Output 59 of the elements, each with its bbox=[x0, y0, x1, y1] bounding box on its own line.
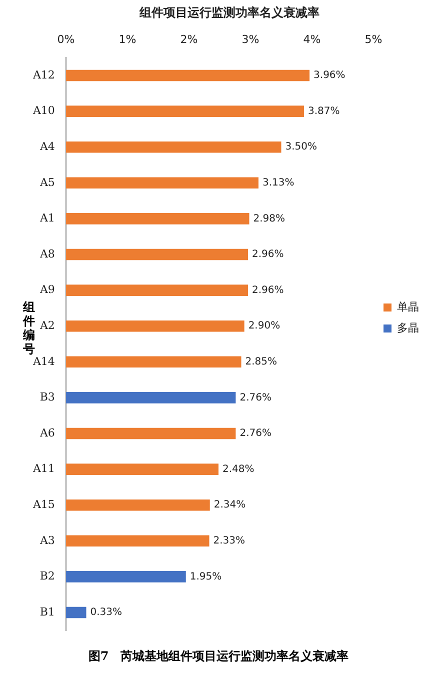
caption: 图7 芮城基地组件项目运行监测功率名义衰减率 bbox=[87, 648, 350, 665]
y-tick-label: A3 bbox=[38, 534, 55, 547]
bar bbox=[66, 106, 304, 117]
y-tick-label: B1 bbox=[40, 605, 55, 618]
x-tick-label: 1% bbox=[118, 32, 136, 46]
y-tick-label: A5 bbox=[38, 176, 55, 189]
bar bbox=[66, 141, 282, 153]
bar bbox=[66, 392, 236, 404]
y-tick-label: A4 bbox=[38, 140, 55, 153]
bar bbox=[66, 177, 258, 189]
data-label: 2.76% bbox=[240, 428, 272, 440]
y-tick-label: B3 bbox=[40, 390, 55, 404]
y-tick-label: A2 bbox=[38, 318, 55, 332]
bar bbox=[66, 248, 248, 260]
data-label: 2.76% bbox=[240, 392, 272, 404]
bar bbox=[66, 606, 86, 618]
data-label: 2.98% bbox=[253, 213, 286, 224]
bar bbox=[66, 464, 218, 475]
chart-title: 组件项目运行监测功率名义衰减率 bbox=[138, 5, 320, 20]
data-label: 2.85% bbox=[245, 356, 278, 368]
bar bbox=[66, 70, 310, 82]
y-tick-label: A1 bbox=[38, 212, 55, 225]
data-label: 2.48% bbox=[222, 464, 254, 475]
y-tick-label: A9 bbox=[38, 283, 55, 296]
bar bbox=[66, 284, 248, 296]
y-tick-label: A6 bbox=[38, 426, 55, 440]
x-tick-label: 3% bbox=[242, 32, 260, 46]
bar bbox=[66, 535, 210, 547]
data-label: 3.50% bbox=[285, 142, 318, 153]
bar bbox=[66, 428, 236, 440]
y-tick-label: A14 bbox=[32, 354, 55, 368]
bar bbox=[66, 571, 186, 582]
data-label: 3.87% bbox=[308, 106, 340, 117]
bar bbox=[66, 320, 244, 332]
bar bbox=[66, 499, 210, 511]
legend-label: 单晶 bbox=[397, 300, 419, 314]
x-tick-label: 0% bbox=[57, 32, 75, 46]
bar bbox=[66, 213, 250, 224]
data-label: 2.96% bbox=[252, 284, 284, 296]
y-tick-label: B2 bbox=[40, 570, 55, 583]
legend-label: 多晶 bbox=[397, 321, 419, 334]
data-label: 2.90% bbox=[248, 320, 280, 332]
y-axis-title: 组件编号 bbox=[22, 300, 36, 356]
data-label: 2.34% bbox=[214, 500, 246, 511]
y-tick-label: A15 bbox=[32, 498, 55, 511]
y-tick-label: A10 bbox=[32, 104, 55, 118]
data-label: 0.33% bbox=[90, 607, 122, 618]
data-label: 1.95% bbox=[190, 571, 222, 582]
x-tick-label: 2% bbox=[180, 32, 198, 46]
data-label: 3.96% bbox=[314, 70, 346, 82]
y-tick-label: A8 bbox=[38, 247, 55, 260]
data-label: 2.33% bbox=[213, 535, 246, 546]
bar bbox=[66, 356, 242, 368]
x-tick-label: 4% bbox=[303, 32, 321, 46]
y-tick-label: A11 bbox=[32, 462, 55, 476]
data-label: 2.96% bbox=[252, 249, 284, 260]
x-tick-label: 5% bbox=[364, 32, 382, 46]
data-label: 3.13% bbox=[262, 177, 294, 188]
y-tick-label: A12 bbox=[32, 68, 55, 82]
